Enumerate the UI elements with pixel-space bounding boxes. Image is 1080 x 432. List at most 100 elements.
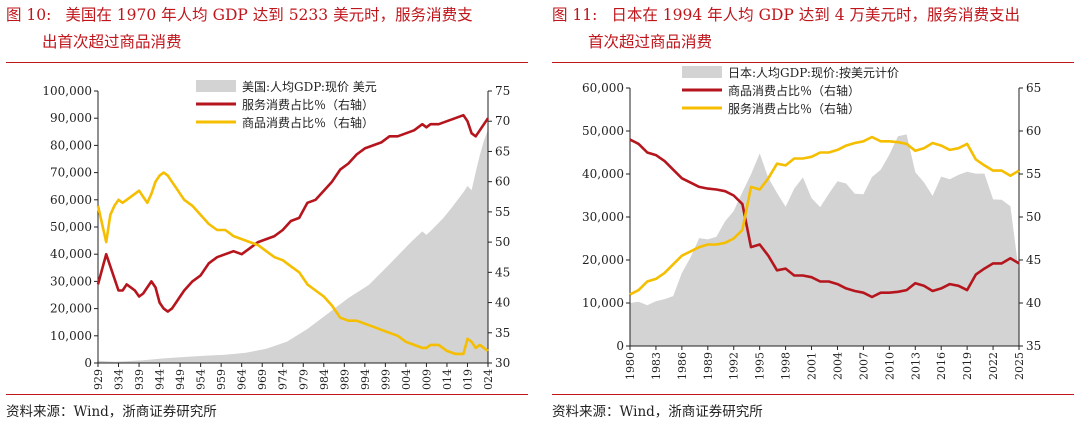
source-note: 资料来源：Wind，浙商证券研究所: [552, 404, 763, 420]
x-tick-label: 2019: [961, 352, 974, 380]
left-tick-label: 70,000: [50, 166, 92, 180]
left-tick-label: 30,000: [582, 210, 624, 224]
x-tick-label: 994: [359, 369, 372, 390]
figure-title-line2: 出首次超过商品消费: [42, 33, 182, 51]
x-tick-label: 949: [174, 369, 187, 390]
x-tick-label: 954: [195, 369, 208, 390]
left-tick-label: 30,000: [50, 274, 92, 288]
right-tick-label: 40: [495, 296, 510, 310]
legend-swatch-area: [682, 66, 722, 78]
figure-title-japan: 图 11: 日本在 1994 年人均 GDP 达到 4 万美元时，服务消费支出 首…: [552, 2, 1074, 56]
x-tick-label: 2010: [883, 352, 896, 380]
left-tick-label: 20,000: [50, 302, 92, 316]
chart-panel-japan: 图 11: 日本在 1994 年人均 GDP 达到 4 万美元时，服务消费支出 首…: [552, 0, 1080, 432]
x-tick-label: 1983: [650, 352, 663, 380]
x-tick-label: 989: [338, 369, 351, 390]
right-tick-label: 55: [1026, 167, 1041, 181]
us-consumption-chart: 0 10,000 20,000 30,000 40,000 50,000 60,000 70,…: [42, 80, 510, 390]
legend-entry: 商品消费占比％（右轴）: [242, 115, 374, 130]
left-tick-label: 40,000: [50, 247, 92, 261]
left-tick-label: 60,000: [50, 193, 92, 207]
figure-label: 图 11:: [552, 6, 598, 24]
service-share-line: [96, 113, 490, 313]
right-tick-label: 45: [495, 265, 510, 279]
chart-panel-us: 图 10: 美国在 1970 年人均 GDP 达到 5233 美元时，服务消费支 …: [6, 0, 536, 432]
x-tick-label: 974: [277, 369, 290, 390]
legend-entry: 服务消费占比％（右轴）: [728, 101, 860, 116]
left-tick-label: 90,000: [50, 111, 92, 125]
right-tick-label: 50: [1026, 210, 1041, 224]
left-tick-label: 50,000: [50, 220, 92, 234]
left-tick-label: 20,000: [582, 253, 624, 267]
legend-entry: 商品消费占比％（右轴）: [728, 83, 860, 98]
figure-title-line1: 美国在 1970 年人均 GDP 达到 5233 美元时，服务消费支: [65, 6, 473, 24]
right-tick-label: 40: [1026, 296, 1041, 310]
left-tick-label: 0: [84, 356, 92, 370]
x-tick-label: 1980: [624, 352, 637, 380]
legend-swatch-area: [196, 80, 236, 92]
x-tick-label: 024: [482, 369, 495, 390]
x-tick-label: 2025: [1013, 352, 1026, 380]
service-share-line: [629, 135, 1020, 296]
x-tick-label: 014: [441, 369, 454, 390]
source-divider: [552, 394, 1074, 395]
right-tick-label: 50: [495, 235, 510, 249]
gdp-area: [98, 129, 488, 363]
x-tick-label: 964: [236, 369, 249, 390]
left-tick-label: 10,000: [50, 329, 92, 343]
left-tick-label: 50,000: [582, 124, 624, 138]
right-tick-label: 35: [1026, 339, 1041, 353]
x-tick-label: 009: [420, 369, 433, 390]
right-tick-label: 65: [1026, 81, 1041, 95]
x-tick-label: 929: [92, 369, 105, 390]
x-tick-label: 2013: [909, 352, 922, 380]
x-tick-label: 2016: [935, 352, 948, 380]
right-tick-label: 45: [1026, 253, 1041, 267]
x-tick-label: 934: [113, 369, 126, 390]
figure-label: 图 10:: [6, 6, 52, 24]
figure-title-line2: 首次超过商品消费: [588, 33, 713, 51]
x-tick-label: 2022: [987, 352, 1000, 380]
x-tick-label: 019: [461, 369, 474, 390]
legend-entry: 美国:人均GDP:现价 美元: [242, 80, 377, 94]
goods-share-line: [96, 171, 489, 356]
left-tick-label: 100,000: [42, 84, 92, 98]
figure-title-us: 图 10: 美国在 1970 年人均 GDP 达到 5233 美元时，服务消费支 …: [6, 2, 528, 56]
x-tick-label: 004: [400, 369, 413, 390]
title-divider: [6, 62, 528, 63]
x-tick-label: 1995: [754, 352, 767, 380]
right-tick-label: 70: [495, 114, 510, 128]
source-divider: [6, 394, 528, 395]
source-note: 资料来源：Wind，浙商证券研究所: [6, 404, 217, 420]
right-tick-label: 35: [495, 326, 510, 340]
x-tick-label: 969: [256, 369, 269, 390]
x-tick-label: 1989: [702, 352, 715, 380]
x-tick-label: 1986: [676, 352, 689, 380]
left-tick-label: 80,000: [50, 138, 92, 152]
goods-share-line: [629, 138, 1020, 299]
x-tick-label: 2001: [806, 352, 819, 380]
right-tick-label: 60: [1026, 124, 1041, 138]
left-tick-label: 0: [616, 339, 624, 353]
x-tick-label: 2004: [831, 352, 844, 380]
x-tick-label: 1992: [728, 352, 741, 380]
x-tick-label: 944: [154, 369, 167, 390]
legend-entry: 日本:人均GDP:现价:按美元计价: [728, 66, 899, 80]
x-tick-label: 979: [297, 369, 310, 390]
left-tick-label: 60,000: [582, 81, 624, 95]
title-divider: [552, 62, 1074, 63]
x-tick-label: 984: [318, 369, 331, 390]
right-tick-label: 60: [495, 175, 510, 189]
right-tick-label: 55: [495, 205, 510, 219]
figure-title-line1: 日本在 1994 年人均 GDP 达到 4 万美元时，服务消费支出: [611, 6, 1020, 24]
right-tick-label: 65: [495, 144, 510, 158]
right-tick-label: 30: [495, 356, 510, 370]
japan-consumption-chart: 0 10,000 20,000 30,000 40,000 50,000 60,000 35 4…: [582, 66, 1041, 380]
gdp-area: [630, 134, 1019, 346]
left-tick-label: 40,000: [582, 167, 624, 181]
x-tick-label: 2007: [857, 352, 870, 380]
x-tick-label: 1998: [780, 352, 793, 380]
legend-entry: 服务消费占比％（右轴）: [242, 97, 374, 112]
x-tick-label: 959: [215, 369, 228, 390]
left-tick-label: 10,000: [582, 296, 624, 310]
